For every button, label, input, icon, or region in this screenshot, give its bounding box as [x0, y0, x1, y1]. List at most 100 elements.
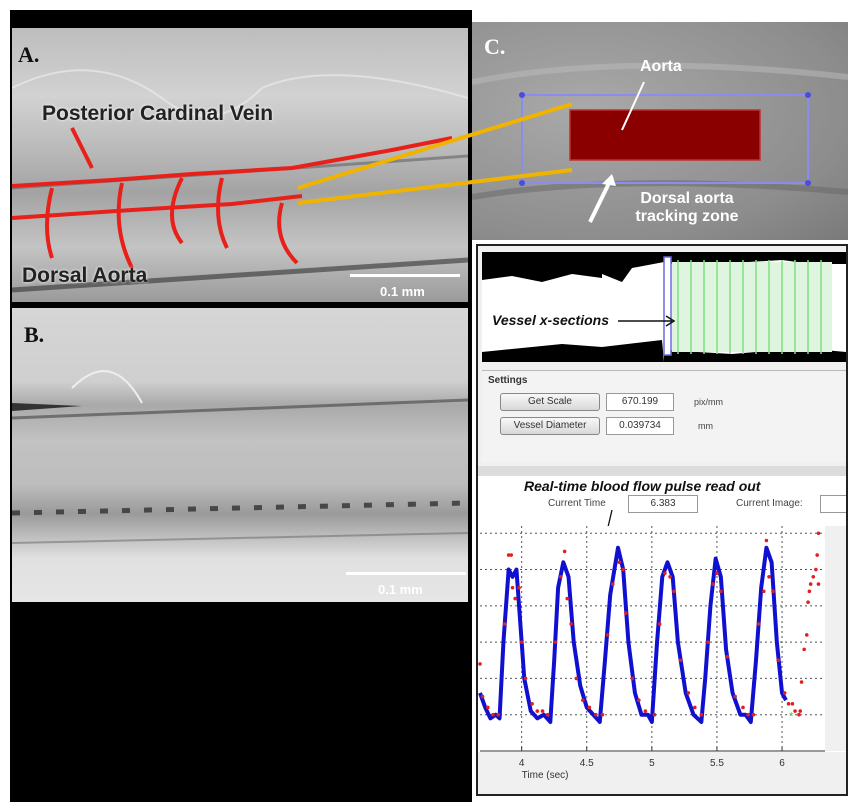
- data-point: [715, 571, 719, 575]
- data-point: [776, 658, 780, 663]
- x-tick-label: 6: [779, 758, 785, 769]
- panel-c-image: C. Aorta Dorsal aorta tracking zone: [472, 22, 848, 240]
- data-point: [594, 712, 598, 717]
- scale-unit: pix/mm: [694, 397, 723, 407]
- data-point: [733, 694, 737, 699]
- data-point: [519, 640, 524, 644]
- data-point: [672, 589, 676, 594]
- data-point: [600, 712, 605, 717]
- x-axis-label: Time (sec): [522, 770, 569, 781]
- panel-b-texture: [12, 370, 468, 544]
- pulse-readout-panel: Real-time blood flow pulse read out Curr…: [478, 466, 846, 794]
- data-point: [587, 705, 592, 710]
- current-time-input[interactable]: 6.383: [628, 495, 698, 513]
- data-point: [491, 712, 495, 717]
- data-point: [771, 589, 775, 594]
- data-point: [643, 709, 648, 713]
- data-point: [693, 705, 697, 710]
- x-tick-label: 4: [519, 758, 525, 769]
- arrow-right-icon: [618, 315, 676, 327]
- tracking-zone-line1: Dorsal aorta: [640, 190, 734, 207]
- data-point: [630, 676, 635, 681]
- settings-panel: Settings Get Scale 670.199 pix/mm Vessel…: [482, 370, 846, 462]
- panel-b-label: B.: [24, 322, 45, 347]
- scale-label: 0.1 mm: [380, 284, 425, 299]
- data-point: [706, 640, 710, 644]
- data-point: [719, 589, 723, 594]
- data-point: [797, 712, 801, 717]
- data-point: [637, 698, 641, 702]
- xsections-label: Vessel x-sections: [492, 312, 609, 328]
- data-point: [478, 662, 482, 666]
- data-point: [545, 712, 550, 717]
- data-point: [624, 611, 628, 615]
- data-point: [562, 549, 567, 554]
- current-image-label: Current Image:: [736, 498, 803, 509]
- panel-b-image: B. 0.1 mm: [12, 308, 468, 602]
- data-point: [678, 658, 683, 663]
- data-point: [652, 712, 657, 717]
- get-scale-button[interactable]: Get Scale: [500, 393, 600, 411]
- data-point: [746, 712, 750, 717]
- tracking-zone-label: Dorsal aorta tracking zone: [622, 190, 752, 226]
- data-point: [530, 702, 534, 706]
- data-point: [663, 571, 667, 575]
- tracking-zone-box[interactable]: [521, 94, 809, 184]
- data-point: [790, 702, 795, 706]
- diameter-unit: mm: [698, 421, 713, 431]
- data-point: [510, 585, 515, 590]
- data-point: [816, 582, 821, 586]
- data-point: [486, 705, 490, 710]
- data-point: [741, 705, 745, 710]
- data-point: [814, 567, 818, 572]
- vessel-overlay-lines: [12, 127, 453, 269]
- data-point: [711, 582, 715, 586]
- x-tick-label: 5: [649, 758, 655, 769]
- data-point: [808, 582, 813, 586]
- data-point: [807, 589, 812, 594]
- binary-vessel-image: [482, 252, 846, 362]
- aorta-label: Aorta: [640, 58, 682, 75]
- vessel-xsection-view: Vessel x-sections: [482, 252, 846, 362]
- data-point: [811, 575, 816, 579]
- data-point: [798, 709, 803, 713]
- data-point: [762, 589, 766, 594]
- readout-title: Real-time blood flow pulse read out: [524, 478, 761, 494]
- data-point: [496, 712, 501, 717]
- scale-bar: [346, 572, 466, 575]
- current-image-input[interactable]: [820, 495, 846, 513]
- data-point: [751, 712, 756, 717]
- data-point: [686, 691, 691, 695]
- diameter-input[interactable]: 0.039734: [606, 417, 674, 435]
- dorsal-aorta-label: Dorsal Aorta: [22, 264, 148, 287]
- current-marker: *: [789, 710, 794, 724]
- panel-c-label: C.: [484, 34, 506, 59]
- scale-input[interactable]: 670.199: [606, 393, 674, 411]
- data-point: [786, 702, 791, 706]
- data-point: [621, 567, 626, 572]
- panel-a-image: A. Posterior Cardinal Vein Dorsal Aorta …: [12, 28, 468, 302]
- aorta-region: [569, 109, 761, 161]
- data-point: [699, 712, 704, 717]
- data-point: [517, 585, 521, 590]
- data-point: [668, 575, 672, 579]
- data-point: [782, 691, 787, 695]
- data-point: [806, 600, 810, 605]
- data-point: [804, 633, 809, 637]
- data-point: [509, 553, 514, 557]
- analysis-software-window: Vessel x-sections Settings Get Scale 670…: [476, 244, 848, 796]
- data-point: [725, 654, 730, 659]
- data-point: [581, 698, 585, 702]
- scale-label: 0.1 mm: [378, 582, 423, 597]
- data-point: [793, 709, 797, 713]
- data-point: [553, 640, 558, 644]
- panel-a-overlay: [12, 69, 468, 293]
- x-tick-label: 4.5: [580, 758, 594, 769]
- panel-c-overlay: [472, 62, 848, 223]
- vessel-diameter-button[interactable]: Vessel Diameter: [500, 417, 600, 435]
- x-tick-label: 5.5: [710, 758, 724, 769]
- data-point: [617, 560, 622, 565]
- data-point: [513, 596, 517, 601]
- panel-a-label: A.: [18, 42, 40, 67]
